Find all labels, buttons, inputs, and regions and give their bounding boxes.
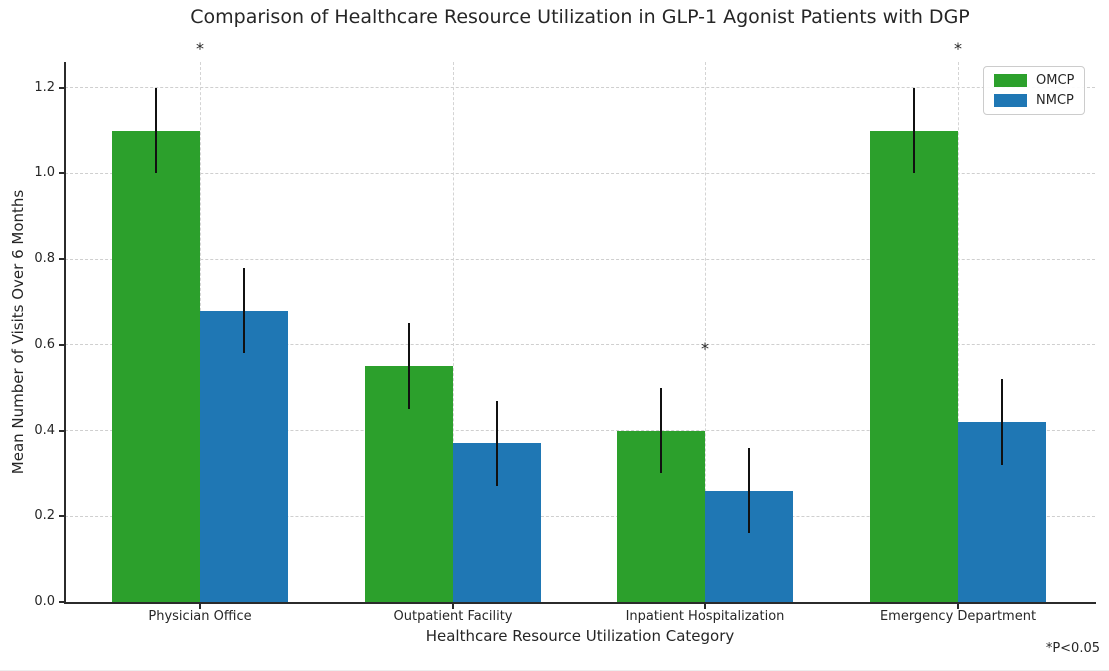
y-gridline — [65, 258, 1095, 260]
error-bar-nmcp-3 — [1001, 379, 1003, 465]
bar-nmcp-0 — [200, 310, 288, 602]
y-tick-label: 1.0 — [34, 165, 55, 181]
y-gridline — [65, 172, 1095, 174]
significance-asterisk-2: * — [701, 339, 709, 359]
significance-asterisk-0: * — [196, 39, 204, 59]
legend-swatch-omcp — [994, 74, 1027, 87]
error-bar-omcp-2 — [660, 387, 662, 474]
x-axis-spine — [64, 602, 1096, 604]
error-bar-nmcp-0 — [243, 267, 245, 354]
y-gridline — [65, 430, 1095, 432]
x-tick-mark — [957, 604, 959, 609]
x-tick-label-3: Emergency Department — [879, 609, 1037, 624]
y-tick-mark — [59, 258, 64, 261]
x-gridline — [452, 62, 454, 602]
y-tick-label: 0.0 — [34, 594, 55, 609]
error-bar-nmcp-2 — [748, 447, 750, 534]
x-axis-label: Healthcare Resource Utilization Category — [425, 627, 735, 645]
x-tick-label-0: Physician Office — [148, 609, 252, 624]
error-bar-omcp-1 — [408, 323, 410, 410]
y-tick-label: 1.2 — [34, 79, 55, 95]
y-axis-spine — [64, 62, 66, 604]
x-tick-mark — [199, 604, 201, 609]
legend-label-omcp: OMCP — [1036, 73, 1075, 88]
error-bar-omcp-0 — [155, 87, 157, 174]
y-tick-mark — [59, 515, 64, 518]
error-bar-omcp-3 — [913, 87, 915, 174]
y-tick-label: 0.6 — [34, 336, 55, 352]
significance-asterisk-3: * — [954, 39, 962, 59]
y-tick-label: 0.2 — [34, 508, 55, 524]
bar-omcp-0 — [112, 130, 200, 602]
y-tick-label: 0.4 — [34, 422, 55, 438]
significance-footnote: *P<0.05 — [1045, 641, 1100, 656]
x-tick-label-1: Outpatient Facility — [393, 609, 513, 624]
x-gridline — [704, 62, 706, 602]
legend-item-nmcp: NMCP — [994, 93, 1074, 108]
x-tick-mark — [704, 604, 706, 609]
y-tick-mark — [59, 601, 64, 603]
y-tick-mark — [59, 343, 64, 346]
legend-item-omcp: OMCP — [994, 73, 1074, 88]
bar-omcp-3 — [870, 130, 958, 602]
x-tick-label-2: Inpatient Hospitalization — [625, 609, 785, 624]
legend-swatch-nmcp — [994, 94, 1027, 107]
y-tick-mark — [59, 86, 64, 89]
y-gridline — [65, 515, 1095, 517]
x-tick-mark — [452, 604, 454, 609]
x-gridline — [957, 62, 959, 602]
y-tick-mark — [59, 429, 64, 432]
y-tick-mark — [59, 172, 64, 175]
y-tick-label: 0.8 — [34, 251, 55, 267]
y-gridline — [65, 87, 1095, 89]
error-bar-nmcp-1 — [496, 400, 498, 487]
legend: OMCP NMCP — [983, 66, 1086, 115]
chart-title: Comparison of Healthcare Resource Utiliz… — [190, 6, 970, 28]
legend-label-nmcp: NMCP — [1036, 93, 1074, 108]
y-gridline — [65, 344, 1095, 346]
